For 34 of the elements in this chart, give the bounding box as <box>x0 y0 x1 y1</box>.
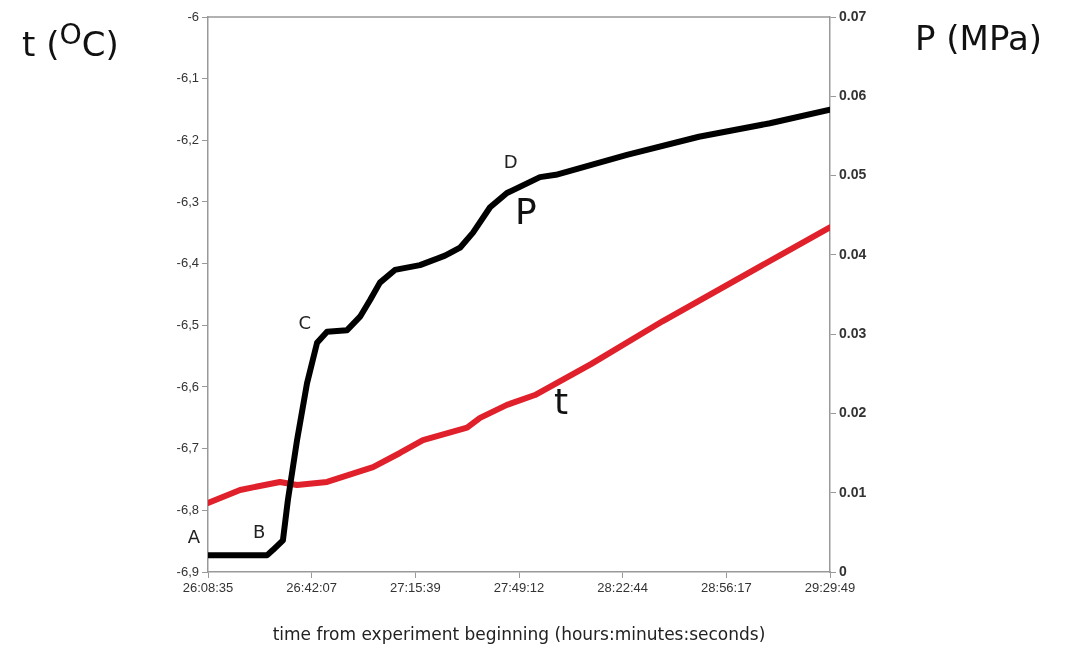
y2-tick-label: 0.01 <box>839 483 867 500</box>
y-tick-label: -6,2 <box>176 131 199 147</box>
y-tick-label: -6,1 <box>176 70 199 86</box>
y-tick-label: -6,8 <box>176 501 199 517</box>
y-tick-label: -6,9 <box>176 563 199 579</box>
annotation: A <box>187 526 201 548</box>
y-tick-label: -6 <box>187 8 199 24</box>
annotation: B <box>252 521 266 543</box>
y-tick-label: -6,6 <box>176 378 199 394</box>
y2-tick-label: 0.03 <box>839 325 867 341</box>
x-tick-label: 27:15:39 <box>389 580 441 596</box>
x-tick-label: 28:56:17 <box>701 580 752 596</box>
x-tick-label: 27:49:12 <box>493 580 545 596</box>
x-tick-label: 29:29:49 <box>804 580 856 596</box>
y-axis-title: t ($^{O}$C) <box>22 18 119 65</box>
x-tick-label: 26:08:35 <box>182 580 234 596</box>
y2-tick-label: 0.02 <box>839 404 867 421</box>
series-label: t <box>553 380 569 422</box>
y2-tick-label: 0.04 <box>839 245 867 262</box>
x-tick-label: 28:22:44 <box>597 580 648 596</box>
y-tick-label: -6,7 <box>176 440 199 456</box>
y2-tick-label: 0.07 <box>839 7 867 24</box>
annotation: D <box>503 151 518 173</box>
y-tick-label: -6,4 <box>176 255 199 271</box>
annotation: C <box>298 311 311 333</box>
y2-tick-label: 0.06 <box>839 87 867 104</box>
y2-axis-title: P (MPa) <box>915 18 1042 58</box>
x-axis-title: time from experiment beginning (hours:minutes:seconds) <box>272 624 766 645</box>
y-tick-label: -6,5 <box>176 316 199 332</box>
y2-tick-label: 0 <box>839 562 847 579</box>
series-label: P <box>515 191 537 233</box>
y2-tick-label: 0.05 <box>839 166 867 183</box>
x-tick-label: 26:42:07 <box>286 580 337 596</box>
y-tick-label: -6,3 <box>176 193 199 209</box>
